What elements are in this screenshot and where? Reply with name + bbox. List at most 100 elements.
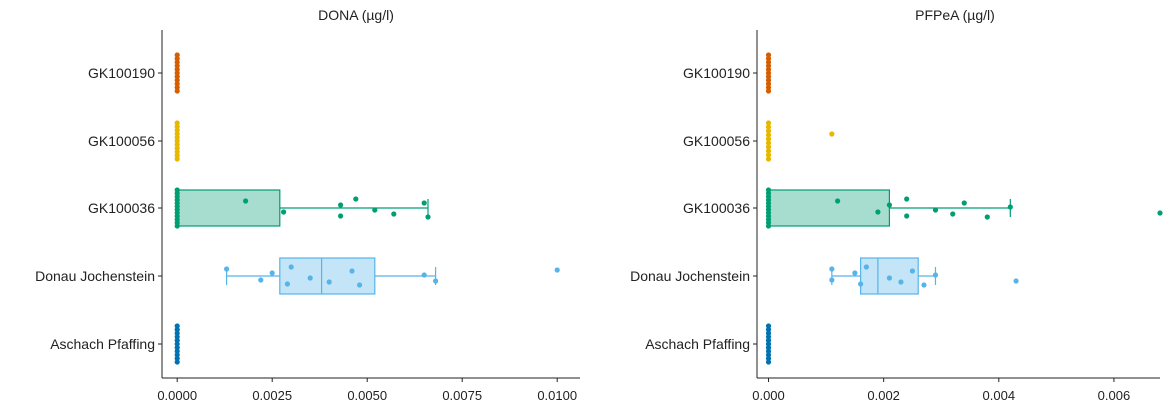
chart1-data-point <box>858 281 864 287</box>
chart1-data-point <box>909 268 916 274</box>
chart0-x-tick-label: 0.0075 <box>442 388 482 403</box>
chart0-data-point <box>288 264 294 270</box>
chart0-data-point <box>174 359 180 365</box>
chart0-data-point <box>421 200 427 206</box>
chart0-data-point <box>174 70 180 76</box>
chart1-data-point <box>765 128 772 134</box>
chart1-data-point <box>765 156 772 162</box>
chart1-data-point <box>863 264 869 270</box>
chart0-category-label: Donau Jochenstein <box>35 268 155 284</box>
chart0-box <box>279 257 376 295</box>
chart0-data-point <box>174 334 180 340</box>
chart1-data-point <box>765 74 772 80</box>
chart1-data-point <box>1157 210 1163 216</box>
chart1-data-point <box>765 88 772 94</box>
chart0-data-point <box>174 59 180 65</box>
chart1-data-point <box>765 63 772 69</box>
chart1-data-point <box>765 144 772 150</box>
chart1-data-point <box>765 148 772 154</box>
chart1-data-point <box>886 202 893 208</box>
chart0-data-point <box>281 209 287 215</box>
chart1-data-point <box>765 323 772 329</box>
chart0-data-point <box>174 127 180 133</box>
chart0-data-point <box>243 198 249 204</box>
chart0-data-point <box>174 327 180 333</box>
chart1-data-point <box>765 81 772 87</box>
chart0-data-point <box>174 52 180 58</box>
chart1-data-point <box>875 209 881 215</box>
chart0-data-point <box>174 355 180 361</box>
chart1-data-point <box>765 352 772 358</box>
chart0-data-point <box>174 134 180 140</box>
chart1-category-label: Donau Jochenstein <box>630 268 750 284</box>
chart1-data-point <box>765 330 772 336</box>
chart0-x-tick-label: 0.0025 <box>252 388 292 403</box>
chart0-data-point <box>174 330 180 336</box>
chart0-data-point <box>349 268 355 274</box>
chart1-category-label: Aschach Pfaffing <box>645 336 750 352</box>
chart1-data-point <box>765 136 772 142</box>
chart1-data-point <box>921 282 927 288</box>
chart0-data-point <box>326 279 332 285</box>
chart1-data-point <box>961 200 967 206</box>
chart1-data-point <box>1007 204 1013 210</box>
chart0-data-point <box>338 202 344 208</box>
chart0-data-point <box>174 341 180 347</box>
chart1-data-point <box>765 348 772 354</box>
chart1-data-point <box>765 334 772 340</box>
chart0-data-point <box>174 223 180 229</box>
chart1-data-point <box>932 272 939 278</box>
chart1-data-point <box>904 213 910 219</box>
chart0-data-point <box>357 282 363 288</box>
chart0-x-tick-label: 0.0050 <box>347 388 387 403</box>
chart1-data-point <box>765 341 772 347</box>
chart0-data-point <box>174 323 180 329</box>
chart1-category-label: GK100056 <box>683 133 750 149</box>
chart1-data-point <box>765 140 772 146</box>
chart0-data-point <box>421 272 427 278</box>
chart0-category-label: GK100190 <box>88 65 155 81</box>
chart0-data-point <box>174 66 180 72</box>
chart0-data-point <box>269 270 275 276</box>
chart1-data-point <box>829 131 835 137</box>
chart0-data-point <box>174 63 180 69</box>
chart0-data-point <box>174 81 180 87</box>
chart1-box <box>767 189 891 227</box>
chart0-data-point <box>174 348 180 354</box>
chart1-x-tick-label: 0.002 <box>867 388 900 403</box>
chart0-data-point <box>174 131 180 137</box>
chart0-data-point <box>174 124 180 130</box>
chart0-data-point <box>174 120 180 126</box>
chart1-data-point <box>765 59 772 65</box>
chart1-data-point <box>765 132 772 138</box>
chart0-data-point <box>174 88 180 94</box>
chart1-data-point <box>765 120 772 126</box>
chart0-data-point <box>174 345 180 351</box>
chart0-data-point <box>224 266 230 272</box>
chart1-data-point <box>765 345 772 351</box>
chart1-data-point <box>765 70 772 76</box>
chart0-data-point <box>391 211 397 217</box>
chart1-data-point <box>765 77 772 83</box>
chart1-data-point <box>765 152 772 158</box>
chart0-data-point <box>353 196 359 202</box>
chart1-data-point <box>886 275 893 281</box>
chart1-data-point <box>1013 278 1019 284</box>
chart0-data-point <box>174 84 180 90</box>
chart0-data-point <box>284 281 290 287</box>
chart1-data-point <box>765 337 772 343</box>
chart1-data-point <box>852 270 858 276</box>
chart1-data-point <box>765 84 772 90</box>
chart0-data-point <box>174 149 180 155</box>
chart1-data-point <box>765 56 772 62</box>
chart1-data-point <box>765 359 772 365</box>
chart0-x-tick-label: 0.0000 <box>157 388 197 403</box>
chart0-x-tick-label: 0.0100 <box>537 388 577 403</box>
chart1-data-point <box>932 207 939 213</box>
chart0-box <box>176 189 281 227</box>
chart0-data-point <box>174 138 180 144</box>
chart1-data-point <box>984 214 990 220</box>
chart0-title: DONA (µg/l) <box>318 7 394 23</box>
chart0-data-point <box>425 214 431 220</box>
chart1-data-point <box>765 52 772 58</box>
